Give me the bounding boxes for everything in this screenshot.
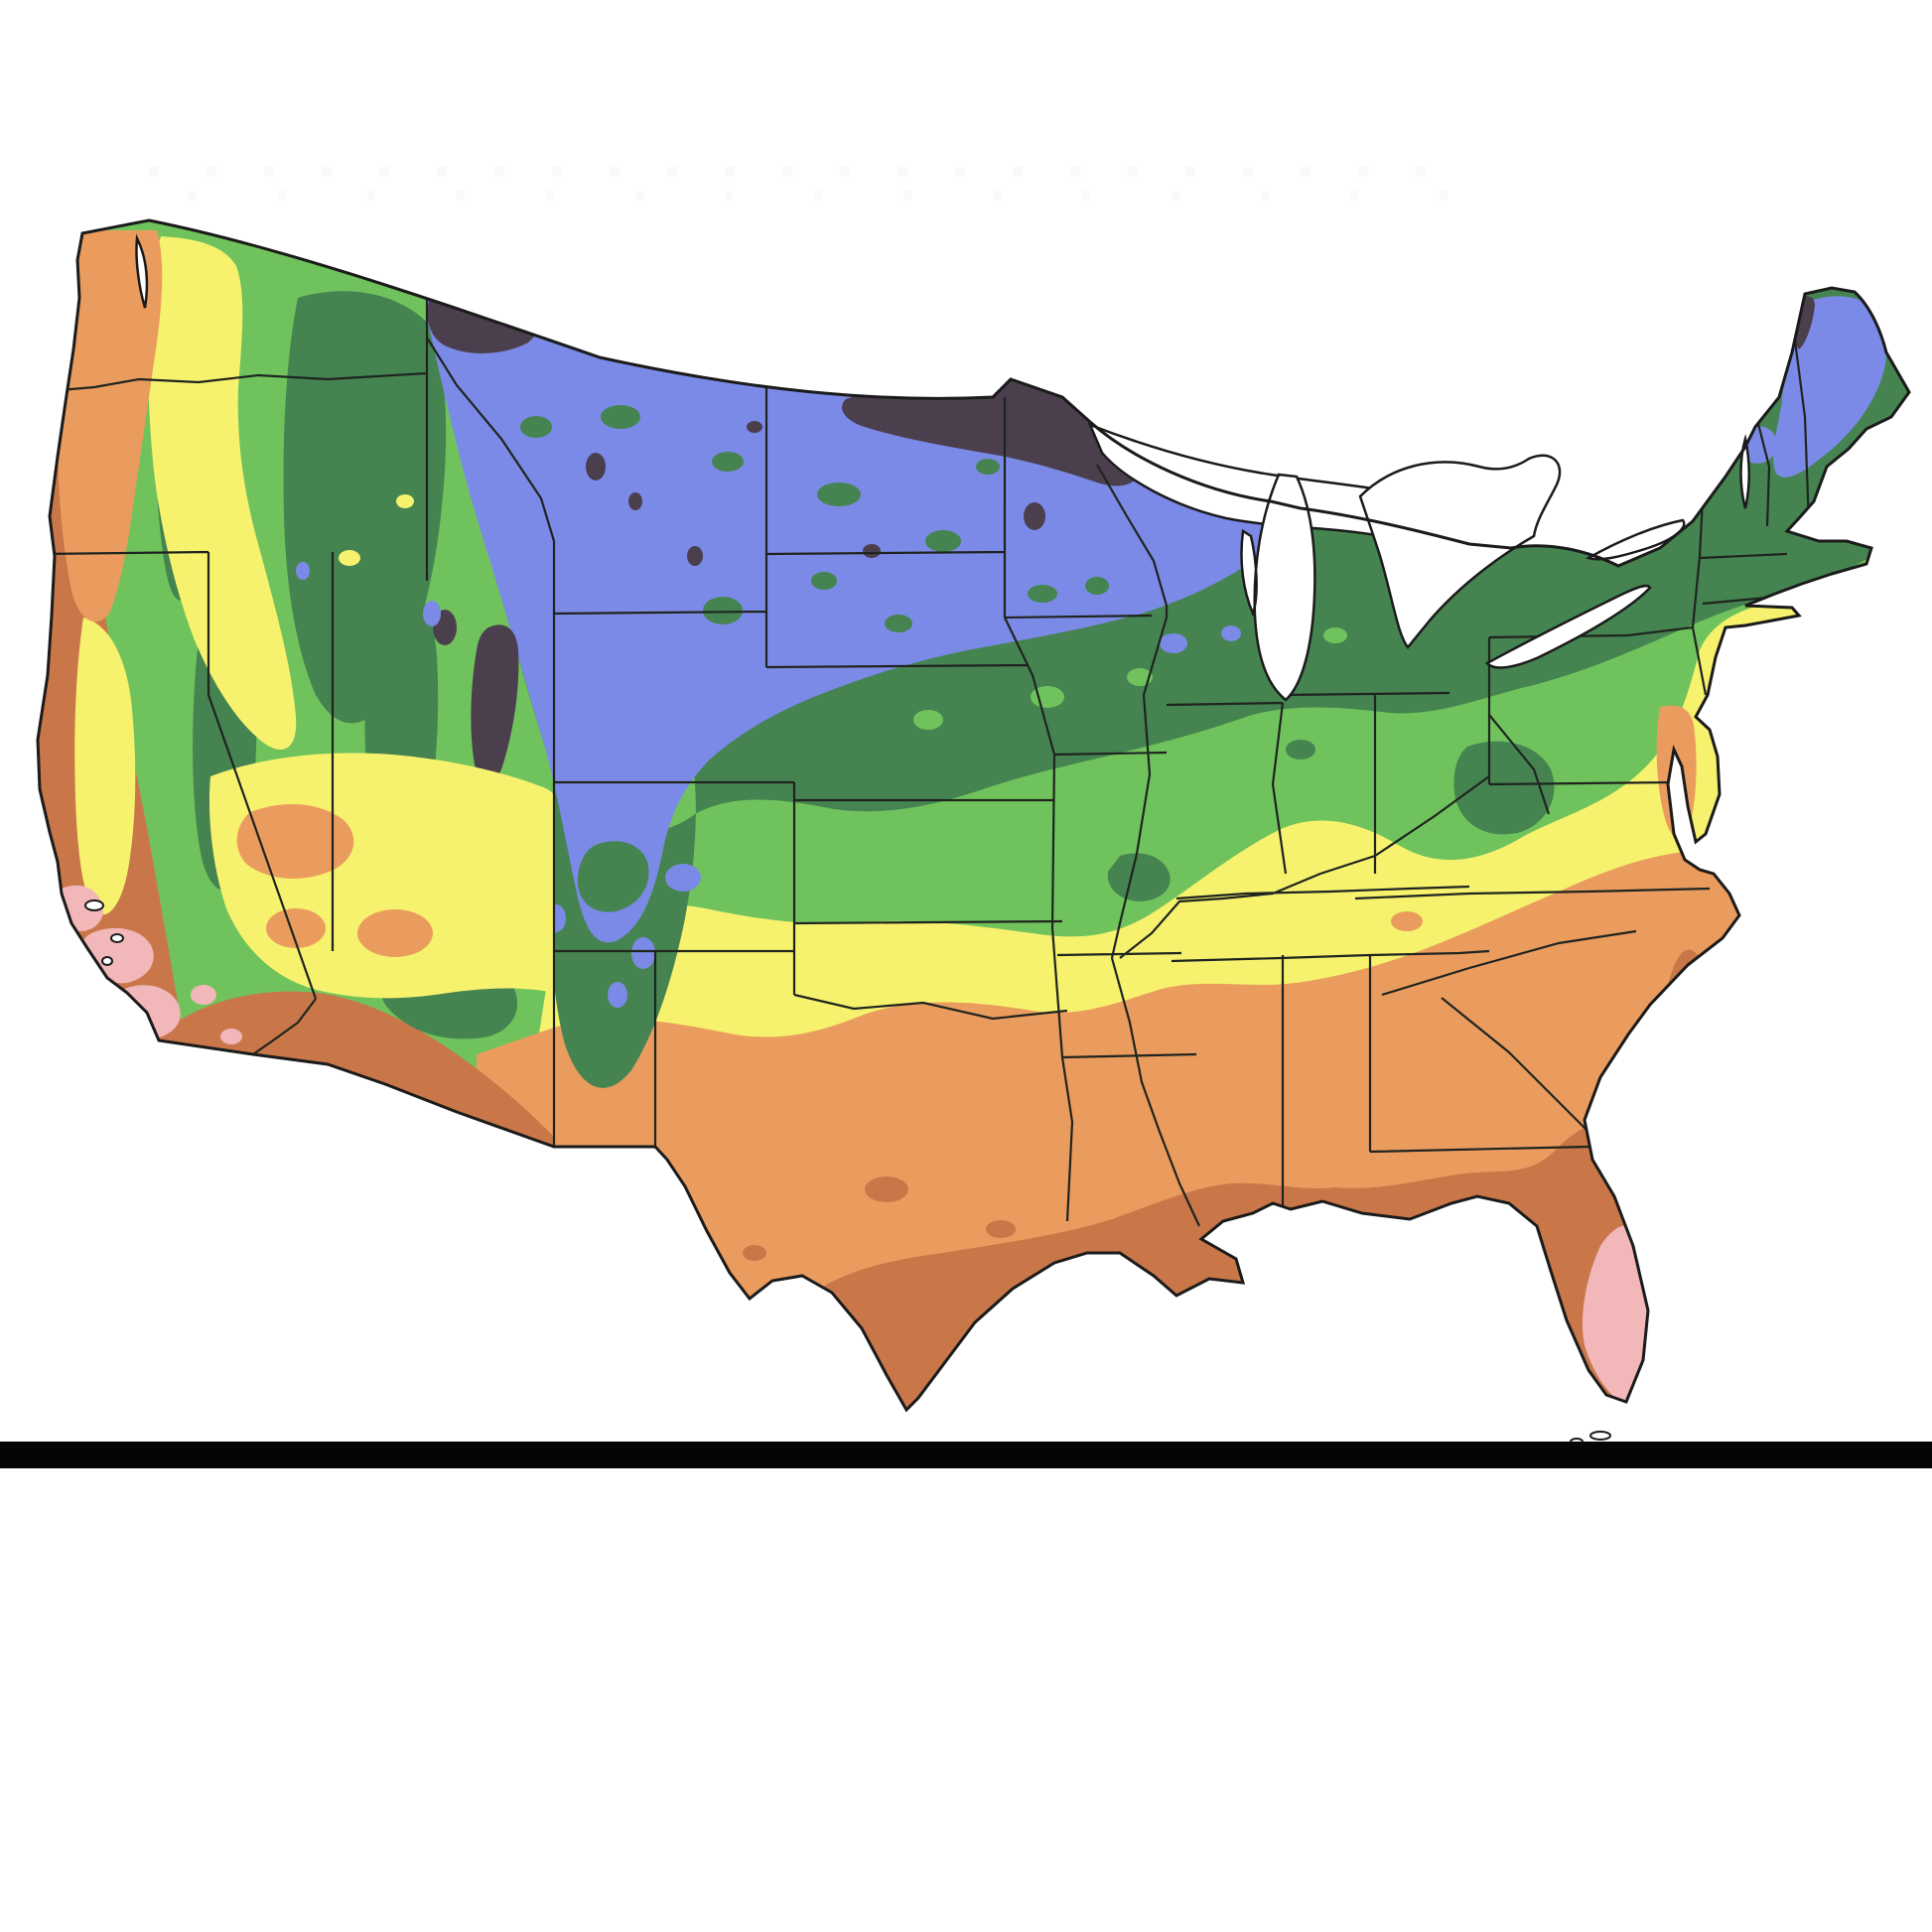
zone-8-patch <box>266 908 326 948</box>
great-lakes <box>135 233 1750 702</box>
zone-8-patch <box>357 909 433 957</box>
puget-sound <box>135 233 149 309</box>
florida-key <box>1589 1431 1611 1441</box>
zone-fills <box>38 220 1909 1410</box>
zone-speckles <box>296 405 1426 1261</box>
zone-10-dot <box>291 1075 305 1085</box>
map-legend-divider-bar <box>0 1442 1932 1468</box>
legend: ZONES: 3 4 5 6 7 8 9 10 <box>0 1489 1932 1787</box>
faded-ghost-title <box>149 161 1449 203</box>
zone-10-dot <box>220 1029 242 1044</box>
zone-8-patch <box>1391 911 1423 931</box>
zone-7-west <box>74 236 555 999</box>
us-hardiness-zone-map <box>36 218 1911 1446</box>
zone-8-west <box>58 230 354 880</box>
state-borders <box>39 270 1811 1227</box>
zone-4-patch <box>665 864 701 892</box>
lake-ontario <box>1585 518 1686 561</box>
us-outline <box>36 218 1911 1413</box>
channel-island <box>101 956 113 966</box>
zone-10-dot <box>191 985 216 1005</box>
channel-island <box>110 933 124 943</box>
lake-champlain <box>1739 438 1750 509</box>
islands <box>84 899 1611 1446</box>
zone-4-patch <box>631 937 655 969</box>
lake-huron <box>1358 454 1562 649</box>
channel-island <box>84 899 104 911</box>
lake-erie <box>1485 584 1652 669</box>
lake-michigan <box>1240 473 1316 702</box>
